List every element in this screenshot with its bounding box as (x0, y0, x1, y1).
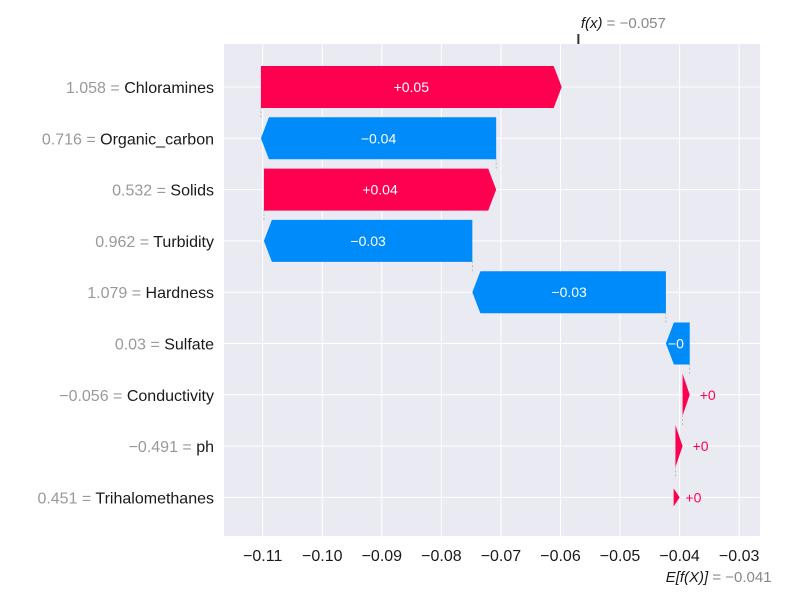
feature-name: Sulfate (164, 337, 214, 354)
x-tick-label: −0.10 (302, 548, 343, 565)
output-value-variable: f(x) (581, 15, 607, 32)
base-value-marker: E[f(X)] = −0.041 (666, 569, 772, 586)
bar-value-label: −0 (668, 336, 684, 352)
feature-value: 0.03 = (115, 337, 164, 354)
bar-hardness (472, 271, 666, 314)
output-value-number: = −0.057 (607, 15, 666, 32)
bar-value-label: +0.04 (362, 182, 398, 198)
x-tick-label: −0.06 (540, 548, 581, 565)
feature-value: 0.962 = (95, 234, 153, 251)
output-value-label: f(x) = −0.057 (581, 15, 666, 32)
feature-value: 0.716 = (42, 131, 100, 148)
feature-name: Hardness (146, 285, 214, 302)
bar-turbidity (263, 219, 473, 262)
bar-chloramines (260, 66, 562, 108)
bars-group: +0.05 −0.04 +0.04 −0.03 −0.03 −0 +0 +0 +0 (260, 66, 716, 507)
bar-sulfate (665, 322, 690, 365)
bar-value-label: +0.05 (394, 79, 430, 95)
feature-value: −0.056 = (59, 388, 127, 405)
bar-ph (675, 425, 683, 468)
feature-value: 0.532 = (112, 183, 170, 200)
feature-label-trihalomethanes: 0.451 = Trihalomethanes (37, 490, 214, 507)
feature-label-hardness: 1.079 = Hardness (87, 285, 214, 302)
feature-name: Chloramines (124, 80, 214, 97)
bar-value-label: +0 (685, 489, 701, 505)
x-tick-label: −0.08 (421, 548, 462, 565)
bar-organic-carbon (260, 117, 497, 160)
bar-value-label: −0.03 (551, 284, 587, 300)
feature-name: Solids (170, 183, 214, 200)
feature-value: 0.451 = (37, 490, 95, 507)
feature-name: Trihalomethanes (95, 490, 214, 507)
x-axis: −0.11 −0.10 −0.09 −0.08 −0.07 −0.06 −0.05 −0.04… (243, 548, 759, 565)
feature-name: ph (196, 439, 214, 456)
x-tick-label: −0.07 (481, 548, 522, 565)
x-tick-label: −0.05 (600, 548, 641, 565)
bar-trihalomethanes (673, 488, 680, 507)
connector-lines (260, 108, 691, 477)
x-tick-label: −0.09 (362, 548, 403, 565)
feature-label-sulfate: 0.03 = Sulfate (115, 337, 214, 354)
x-tick-label: −0.03 (719, 548, 760, 565)
feature-name: Turbidity (153, 234, 214, 251)
base-value-variable: E[f(X)] (666, 569, 713, 586)
bar-value-label: −0.04 (361, 130, 397, 146)
bar-value-label: +0 (693, 438, 709, 454)
feature-label-ph: −0.491 = ph (129, 439, 214, 456)
bar-conductivity (682, 373, 690, 416)
feature-value: −0.491 = (129, 439, 197, 456)
feature-value: 1.058 = (66, 80, 124, 97)
bar-value-label: +0 (700, 387, 716, 403)
feature-label-chloramines: 1.058 = Chloramines (66, 80, 214, 97)
bar-value-label: −0.03 (350, 233, 386, 249)
feature-label-solids: 0.532 = Solids (112, 183, 214, 200)
bar-solids (263, 168, 497, 211)
feature-labels: 1.058 = Chloramines 0.716 = Organic_carbo… (37, 80, 214, 507)
base-value-label: E[f(X)] = −0.041 (666, 569, 772, 586)
x-tick-label: −0.04 (659, 548, 700, 565)
base-value-number: = −0.041 (712, 569, 771, 586)
feature-name: Conductivity (127, 388, 214, 405)
feature-name: Organic_carbon (100, 131, 214, 148)
feature-value: 1.079 = (87, 285, 145, 302)
feature-label-turbidity: 0.962 = Turbidity (95, 234, 214, 251)
output-value-marker: f(x) = −0.057 (577, 15, 666, 44)
x-tick-label: −0.11 (243, 548, 282, 565)
feature-label-conductivity: −0.056 = Conductivity (59, 388, 214, 405)
feature-label-organic-carbon: 0.716 = Organic_carbon (42, 131, 214, 148)
